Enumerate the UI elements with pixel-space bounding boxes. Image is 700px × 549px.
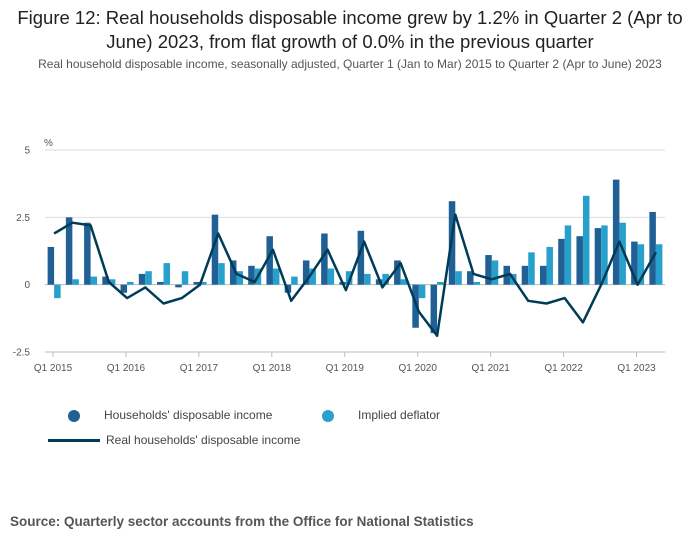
bar-deflator bbox=[364, 273, 371, 285]
chart-title: Figure 12: Real households disposable in… bbox=[17, 7, 683, 52]
bar-deflator bbox=[200, 281, 207, 285]
legend-label-real: Real households' disposable income bbox=[106, 433, 301, 447]
bar-income bbox=[229, 260, 237, 285]
y-tick-label: -2.5 bbox=[13, 348, 31, 359]
x-tick-label: Q1 2016 bbox=[107, 363, 146, 374]
bar-deflator bbox=[72, 279, 79, 285]
bar-deflator bbox=[637, 244, 645, 285]
legend-swatch-real bbox=[48, 439, 100, 443]
bar-income bbox=[157, 281, 164, 285]
legend-swatch-income bbox=[68, 409, 80, 422]
bar-income bbox=[175, 284, 182, 288]
bar-deflator bbox=[455, 271, 462, 285]
bar-deflator bbox=[181, 271, 189, 285]
bar-deflator bbox=[291, 276, 298, 285]
bar-deflator bbox=[619, 222, 626, 285]
bar-income bbox=[302, 260, 310, 285]
bar-deflator bbox=[54, 284, 61, 299]
bar-deflator bbox=[327, 268, 335, 285]
bar-income bbox=[612, 179, 620, 285]
bar-income bbox=[576, 236, 583, 285]
legend-label-deflator: Implied deflator bbox=[358, 408, 441, 422]
bar-deflator bbox=[582, 195, 590, 285]
bar-income bbox=[266, 236, 273, 285]
bar-income bbox=[430, 284, 438, 334]
x-tick-label: Q1 2015 bbox=[34, 363, 73, 374]
bar-income bbox=[649, 211, 656, 285]
bar-income bbox=[321, 233, 328, 285]
bar-income bbox=[394, 260, 401, 285]
bar-income bbox=[539, 265, 547, 285]
x-tick-label: Q1 2019 bbox=[326, 363, 365, 374]
bar-income bbox=[485, 255, 492, 285]
bar-deflator bbox=[418, 284, 426, 299]
x-tick-label: Q1 2023 bbox=[617, 363, 656, 374]
bar-deflator bbox=[473, 281, 481, 285]
x-tick-label: Q1 2022 bbox=[544, 363, 583, 374]
bar-income bbox=[467, 271, 474, 285]
bar-income bbox=[120, 284, 128, 293]
line-real-income bbox=[53, 213, 657, 338]
bar-deflator bbox=[90, 276, 98, 285]
y-axis-unit-label: % bbox=[44, 138, 53, 149]
x-tick-label: Q1 2021 bbox=[471, 363, 510, 374]
bar-deflator bbox=[108, 279, 116, 285]
bar-income bbox=[248, 265, 255, 285]
bar-deflator bbox=[145, 271, 152, 285]
bar-deflator bbox=[382, 273, 389, 285]
bar-income bbox=[357, 230, 365, 285]
legend-swatch-deflator bbox=[322, 409, 334, 422]
x-tick-label: Q1 2020 bbox=[399, 363, 438, 374]
bar-income bbox=[193, 281, 200, 285]
bar-deflator bbox=[491, 260, 499, 285]
bar-deflator bbox=[400, 279, 408, 285]
bar-deflator bbox=[528, 252, 535, 285]
bar-income bbox=[558, 238, 565, 285]
source-note: Source: Quarterly sector accounts from t… bbox=[10, 514, 474, 529]
bar-deflator bbox=[309, 268, 316, 285]
bar-deflator bbox=[163, 263, 171, 285]
bar-income bbox=[211, 214, 219, 285]
bar-income bbox=[47, 246, 55, 285]
legend-item-deflator[interactable]: Implied deflator bbox=[322, 408, 440, 422]
chart-subtitle: Real household disposable income, season… bbox=[38, 57, 662, 71]
bar-deflator bbox=[272, 268, 280, 285]
bar-income bbox=[138, 273, 146, 285]
bar-income bbox=[65, 217, 73, 285]
y-tick-label: 5 bbox=[24, 146, 30, 157]
y-tick-label: 0 bbox=[24, 280, 30, 291]
bar-income bbox=[84, 222, 91, 285]
bar-deflator bbox=[546, 246, 553, 285]
bar-deflator bbox=[218, 263, 225, 285]
bar-income bbox=[631, 241, 638, 285]
legend-item-income[interactable]: Households' disposable income bbox=[68, 408, 272, 422]
bar-deflator bbox=[127, 281, 134, 285]
bar-deflator bbox=[655, 244, 663, 285]
bar-income bbox=[521, 265, 529, 285]
bar-deflator bbox=[564, 225, 572, 285]
bar-deflator bbox=[236, 271, 243, 285]
bar-deflator bbox=[437, 281, 444, 285]
y-tick-label: 2.5 bbox=[16, 213, 30, 224]
legend-item-real[interactable]: Real households' disposable income bbox=[48, 433, 300, 447]
bar-deflator bbox=[601, 225, 608, 285]
x-tick-label: Q1 2017 bbox=[180, 363, 219, 374]
bar-income bbox=[102, 276, 109, 285]
legend-label-income: Households' disposable income bbox=[104, 408, 273, 422]
x-tick-label: Q1 2018 bbox=[253, 363, 292, 374]
bar-income bbox=[594, 228, 602, 285]
